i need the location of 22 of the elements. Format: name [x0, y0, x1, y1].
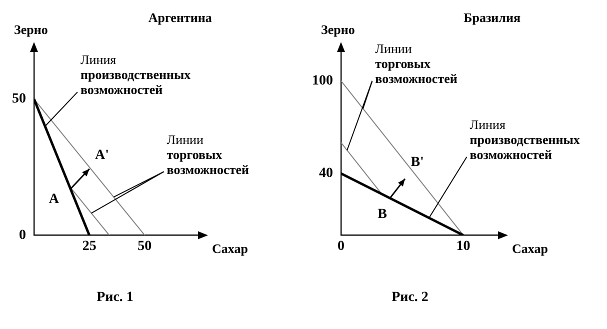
annotation: A [48, 192, 59, 207]
chart-title: Аргентина [148, 10, 212, 25]
y-tick-label: 100 [312, 73, 333, 88]
annotation: B [378, 206, 387, 222]
y-axis-title: Зерно [14, 22, 48, 37]
x-axis-title: Сахар [212, 241, 248, 256]
annotation: Линии торговых возможностей [166, 132, 249, 177]
x-axis-title: Сахар [512, 241, 548, 256]
annotation: Линия производственных возможностей [470, 116, 580, 162]
x-tick-label: 10 [456, 239, 470, 254]
text: Рис. 2 [392, 290, 428, 305]
annotation: Линия производственных возможностей [80, 52, 191, 98]
x-tick-label: 50 [138, 239, 152, 254]
x-tick-label: 0 [338, 239, 344, 254]
text: Рис. 1 [96, 290, 134, 305]
annotation: B' [410, 154, 424, 170]
annotation: A' [95, 148, 110, 163]
x-tick-label: 25 [82, 239, 96, 254]
y-axis-title: Зерно [321, 22, 355, 37]
y-tick-label: 40 [319, 166, 333, 182]
annotation: Линии торговых возможностей [375, 40, 458, 86]
chart-title: Бразилия [464, 10, 520, 25]
